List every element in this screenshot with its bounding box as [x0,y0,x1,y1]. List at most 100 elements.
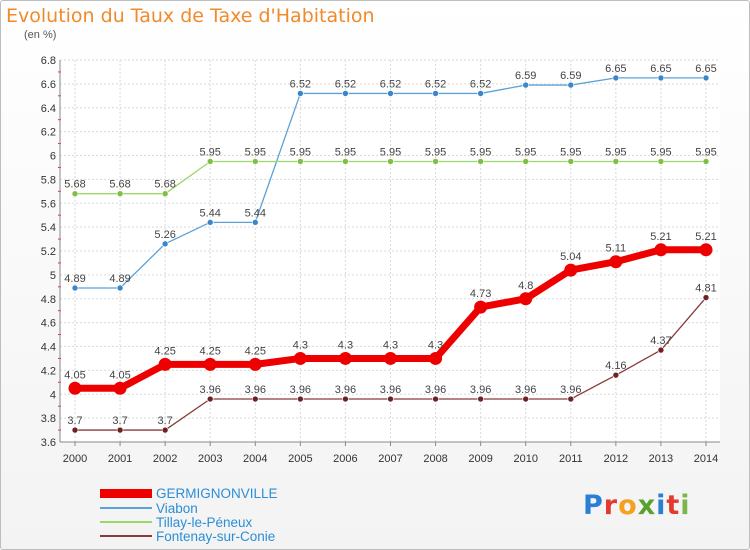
data-label: 6.65 [605,63,626,75]
data-label: 5.95 [245,146,266,158]
x-tick-label: 2000 [63,453,87,465]
legend-swatch [100,521,152,523]
y-tick-label: 3.6 [41,437,56,449]
data-label: 3.96 [245,384,266,396]
data-point [654,243,668,257]
data-point [116,426,124,434]
x-tick-label: 2004 [243,453,267,465]
data-point [342,90,349,97]
legend-label: Viabon [156,500,198,516]
x-tick-label: 2009 [468,453,492,465]
legend-item-viabon: Viabon [100,500,198,516]
series-2: 5.68 5.68 5.68 5.95 5.95 5.95 5.95 5.95 5.95 5.95… [64,146,717,197]
logo-letter: x [637,490,657,521]
x-tick-label: 2013 [649,453,673,465]
data-point [384,351,397,365]
data-point [474,300,488,314]
data-point [248,357,262,371]
data-label: 4.25 [154,345,175,357]
x-tick-label: 2011 [559,453,583,465]
data-label: 3.96 [335,384,356,396]
y-tick-label: 5.8 [41,174,56,186]
x-tick-label: 2012 [604,453,628,465]
data-label: 3.96 [425,384,446,396]
data-point [522,158,530,165]
logo-letter: i [656,490,667,521]
data-label: 4.25 [245,345,266,357]
legend-label: Fontenay-sur-Conie [156,528,276,544]
data-label: 4.8 [518,280,533,292]
logo-letter: r [603,490,619,521]
data-label: 4.3 [338,339,353,351]
data-point [116,190,124,197]
data-label: 5.95 [380,146,401,158]
data-point [567,158,575,165]
data-point [116,284,124,292]
data-point [71,426,79,434]
data-label: 3.96 [560,384,581,396]
data-label: 5.21 [695,231,716,243]
data-label: 5.95 [695,146,716,158]
legend-item-fontenay-sur-conie: Fontenay-sur-Conie [100,528,276,544]
logo-letter: o [618,490,638,521]
data-label: 3.7 [67,415,82,427]
y-tick-label: 4.2 [41,365,56,377]
data-point [522,395,530,403]
y-tick-label: 5.2 [41,246,56,258]
data-label: 5.26 [154,229,175,241]
y-tick-label: 6.4 [41,103,56,115]
data-label: 5.95 [650,146,671,158]
data-label: 3.96 [515,384,536,396]
series-1: 4.89 4.89 5.26 5.44 5.44 6.52 6.52 6.52 6.52 6.52… [64,63,717,292]
series-3: 3.7 3.7 3.7 3.96 3.96 3.96 3.96 3.96 3.96 3.96 3.9… [67,283,717,434]
data-point [522,81,530,89]
data-label: 5.95 [470,146,491,158]
data-point [251,219,259,226]
proxiti-logo: Proxiti [583,490,691,521]
data-point [699,243,713,257]
data-label: 5.68 [64,179,85,191]
data-label: 5.44 [245,207,266,219]
legend-label: Tillay-le-Péneux [156,514,253,530]
data-label: 4.89 [109,273,130,285]
data-point [161,240,169,248]
data-label: 5.95 [560,146,581,158]
grid [60,59,720,443]
data-label: 6.65 [650,63,671,75]
y-tick-label: 4.6 [41,318,56,330]
logo-letter: P [583,490,604,521]
data-point [477,395,484,403]
data-label: 4.3 [293,339,308,351]
data-point [297,90,304,97]
data-point [432,90,439,97]
data-label: 3.96 [290,384,311,396]
data-point [206,219,214,226]
y-tick-label: 4.4 [41,342,56,354]
data-label: 6.52 [425,78,446,90]
data-point [203,357,217,371]
y-tick-label: 5.4 [41,222,56,234]
chart-title: Evolution du Taux de Taxe d'Habitation [6,5,375,27]
data-point [71,284,79,292]
data-point [251,158,259,165]
data-label: 4.73 [470,288,491,300]
data-label: 5.95 [425,146,446,158]
data-label: 6.52 [290,78,311,90]
data-label: 4.81 [695,283,716,295]
x-tick-label: 2002 [153,453,177,465]
legend-swatch [100,488,152,498]
data-label: 3.96 [380,384,401,396]
data-point [702,74,710,82]
data-point [297,395,304,403]
data-point [338,351,352,365]
data-label: 4.37 [650,335,671,347]
y-tick-label: 6.2 [41,127,56,139]
data-point [567,395,575,403]
data-point [251,395,259,403]
y-tick-label: 5.6 [41,198,56,210]
data-label: 5.95 [335,146,356,158]
data-point [432,395,439,403]
data-point [113,381,127,395]
y-tick-label: 6.6 [41,79,56,91]
